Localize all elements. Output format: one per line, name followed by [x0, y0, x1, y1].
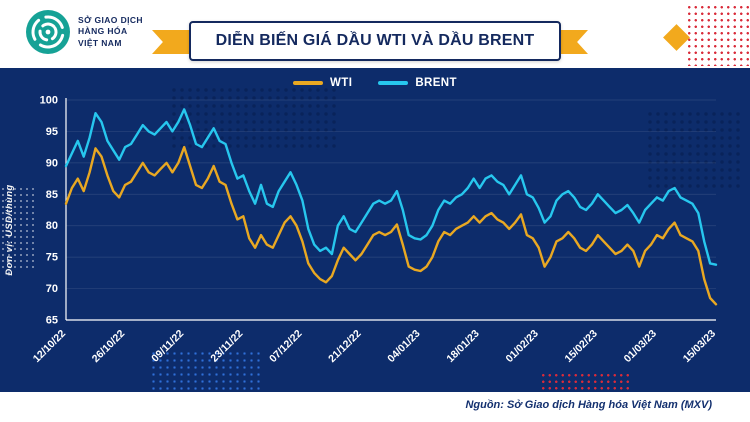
svg-text:75: 75 [46, 252, 58, 264]
svg-text:15/02/23: 15/02/23 [563, 328, 600, 365]
brent-line-swatch [378, 81, 409, 85]
svg-text:04/01/23: 04/01/23 [385, 328, 422, 365]
svg-text:18/01/23: 18/01/23 [444, 328, 481, 365]
svg-text:23/11/22: 23/11/22 [208, 328, 245, 365]
chart-title: DIỄN BIẾN GIÁ DẦU WTI VÀ DẦU BRENT [215, 32, 535, 49]
svg-text:80: 80 [46, 220, 58, 232]
chart-title-banner: DIỄN BIẾN GIÁ DẦU WTI VÀ DẦU BRENT [189, 21, 561, 61]
svg-text:12/10/22: 12/10/22 [31, 328, 68, 365]
mxv-logo-icon [26, 10, 70, 54]
svg-text:01/02/23: 01/02/23 [503, 328, 540, 365]
svg-text:100: 100 [40, 95, 58, 107]
brand-line-2: HÀNG HÓA [78, 26, 128, 37]
svg-text:95: 95 [46, 126, 58, 138]
svg-text:65: 65 [46, 315, 58, 327]
svg-text:90: 90 [46, 157, 58, 169]
brand-logo: SỞ GIAO DỊCH HÀNG HÓA VIỆT NAM [26, 10, 143, 54]
svg-text:85: 85 [46, 189, 58, 201]
svg-text:15/03/23: 15/03/23 [681, 328, 718, 365]
brand-name: SỞ GIAO DỊCH HÀNG HÓA VIỆT NAM [78, 15, 143, 48]
legend-item-wti: WTI [293, 77, 352, 89]
svg-text:09/11/22: 09/11/22 [149, 328, 186, 365]
svg-text:26/10/22: 26/10/22 [90, 328, 127, 365]
brand-line-1: SỞ GIAO DỊCH [78, 15, 143, 26]
price-chart: 65 70 75 80 85 90 95 100 12/10/22 26/10/22 09/11/2… [31, 95, 718, 366]
svg-text:01/03/23: 01/03/23 [622, 328, 659, 365]
brent-legend-label: BRENT [415, 77, 457, 89]
svg-text:70: 70 [46, 283, 58, 295]
source-credit: Nguồn: Sở Giao dịch Hàng hóa Việt Nam (M… [465, 399, 712, 411]
wti-legend-label: WTI [330, 77, 353, 89]
legend-item-brent: BRENT [378, 77, 457, 89]
halftone-red-top-right [686, 4, 750, 66]
brand-line-3: VIỆT NAM [78, 37, 122, 48]
legend: WTI BRENT [0, 77, 750, 89]
y-axis-unit-label: Đơn vị: USD/thùng [4, 184, 15, 276]
svg-text:21/12/22: 21/12/22 [326, 328, 363, 365]
chart-panel: WTI BRENT Đơn vị: USD/thùng 65 70 75 80 85 90… [0, 68, 750, 392]
svg-text:07/12/22: 07/12/22 [267, 328, 304, 365]
wti-line-swatch [293, 81, 324, 85]
diamond-decoration [663, 24, 690, 51]
